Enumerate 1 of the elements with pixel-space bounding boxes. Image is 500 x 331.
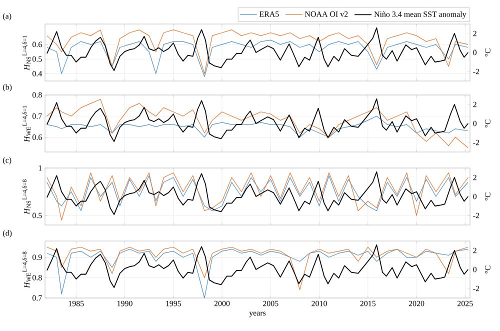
line-series [46,40,468,77]
